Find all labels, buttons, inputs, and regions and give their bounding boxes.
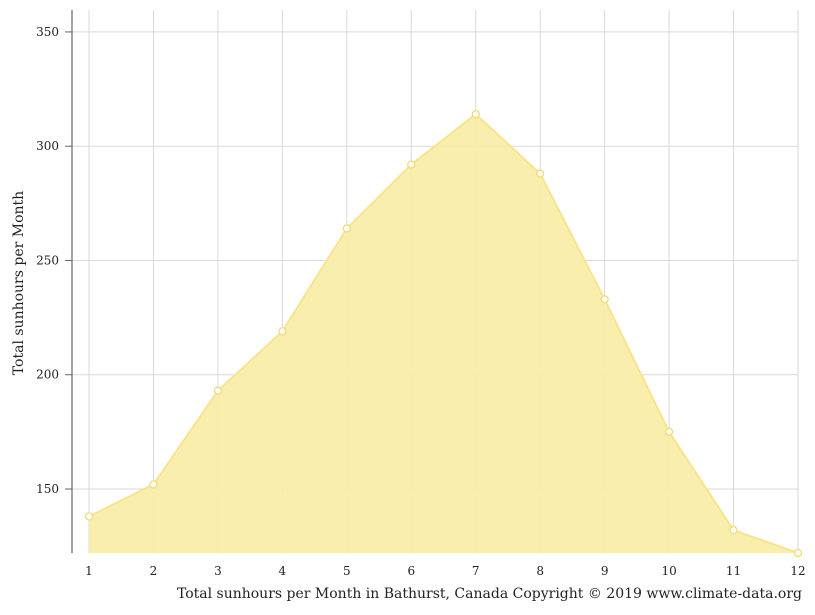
x-axis-title: Total sunhours per Month in Bathurst, Ca… <box>177 586 802 602</box>
y-tick-label: 350 <box>36 25 59 39</box>
x-tick-label: 4 <box>279 564 287 578</box>
y-tick-label: 250 <box>36 253 59 267</box>
data-point <box>149 480 158 489</box>
y-tick-label: 150 <box>36 482 59 496</box>
data-point <box>84 512 94 521</box>
x-tick-label: 9 <box>601 564 609 578</box>
data-point <box>664 427 674 436</box>
axes <box>65 10 73 553</box>
x-tick-label: 5 <box>343 564 351 578</box>
x-tick-label: 11 <box>726 564 741 578</box>
data-point <box>407 160 416 169</box>
x-tick-label: 6 <box>407 564 415 578</box>
data-point <box>793 548 803 558</box>
series-area <box>89 114 798 553</box>
data-point <box>342 224 351 233</box>
x-tick-label: 2 <box>150 564 158 578</box>
y-axis-title: Total sunhours per Month <box>11 191 27 375</box>
area-layer <box>88 113 799 554</box>
series-line <box>88 113 799 554</box>
x-tick-label: 8 <box>536 564 544 578</box>
x-tick-label: 1 <box>85 564 93 578</box>
data-point <box>536 169 545 178</box>
data-point <box>600 295 609 304</box>
data-markers <box>84 110 803 558</box>
y-tick-label: 200 <box>36 368 59 382</box>
data-point <box>471 110 480 119</box>
data-point <box>729 526 738 535</box>
x-tick-label: 7 <box>472 564 480 578</box>
x-tick-label: 12 <box>790 564 805 578</box>
y-tick-label: 300 <box>36 139 59 153</box>
data-point <box>278 327 287 336</box>
x-tick-label: 3 <box>214 564 222 578</box>
x-tick-label: 10 <box>661 564 676 578</box>
data-point <box>213 386 223 395</box>
